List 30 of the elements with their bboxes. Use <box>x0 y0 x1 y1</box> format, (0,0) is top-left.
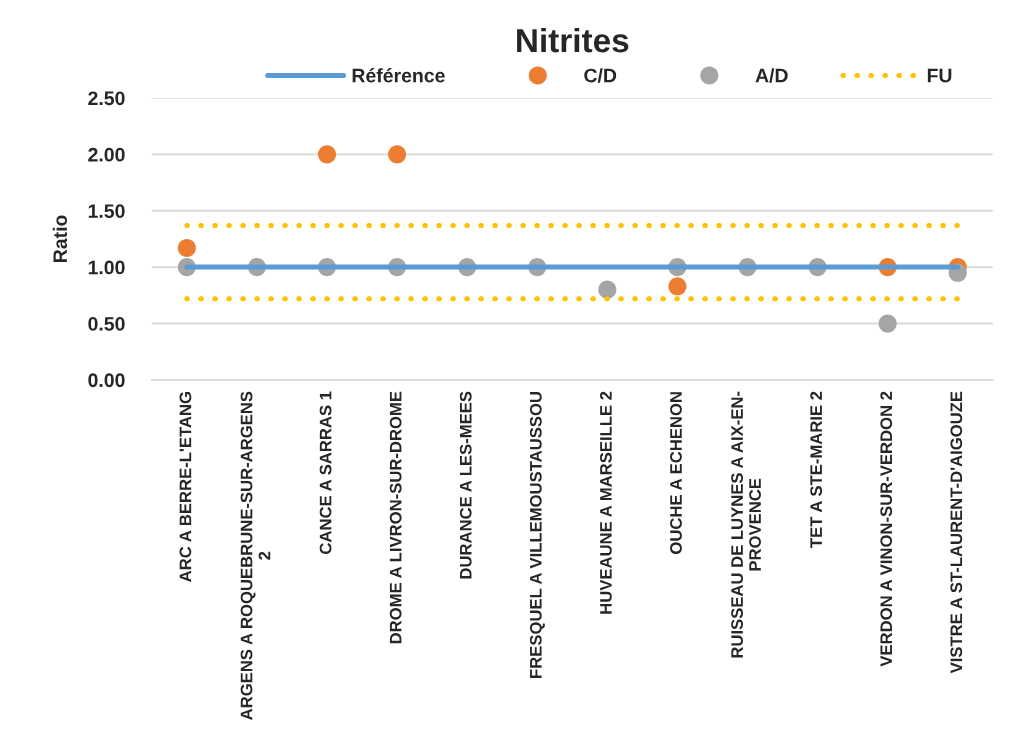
x-tick-label: ARGENS A ROQUEBRUNE-SUR-ARGENS 2 <box>240 391 271 720</box>
y-tick-label: 1.00 <box>88 260 125 275</box>
point <box>317 145 337 164</box>
x-tick-label: HUVEAUNE A MARSEILLE 2 <box>600 391 612 614</box>
y-axis-title: Ratio <box>52 215 68 262</box>
point <box>598 280 617 299</box>
x-tick-label: DROME A LIVRON-SUR-DROME <box>389 391 402 644</box>
x-tick-label: DURANCE A LES-MEES <box>459 391 472 579</box>
x-tick-label: ARC A BERRE-L'ETANG <box>179 392 192 582</box>
y-tick-label: 0.00 <box>88 373 125 388</box>
legend-label: Référence <box>352 67 445 83</box>
point <box>878 314 897 333</box>
y-tick-label: 0.50 <box>88 316 125 331</box>
x-tick-label: RUISSEAU DE LUYNES A AIX-EN-PROVENCE <box>731 391 761 658</box>
x-tick-label: TET A STE-MARIE 2 <box>810 391 823 548</box>
point <box>668 277 687 296</box>
point <box>177 238 196 257</box>
x-tick-label: VISTRE A ST-LAURENT-D'AIGOUZE <box>950 391 963 674</box>
y-tick-label: 2.00 <box>88 147 125 162</box>
x-tick-label: CANCE A SARRAS 1 <box>319 391 332 554</box>
chart-title: Nitrites <box>517 27 629 53</box>
y-tick-label: 1.50 <box>88 204 125 218</box>
x-tick-label: OUCHE A ECHENON <box>670 392 682 554</box>
legend-label: A/D <box>755 68 788 83</box>
x-tick-label: FRESQUEL A VILLEMOUSTAUSSOU <box>529 392 545 678</box>
x-tick-label: VERDON A VINON-SUR-VERDON 2 <box>880 391 893 667</box>
point <box>388 145 407 164</box>
legend-label: C/D <box>584 68 617 83</box>
y-tick-label: 2.50 <box>88 91 125 106</box>
legend-label: FU <box>927 68 952 83</box>
